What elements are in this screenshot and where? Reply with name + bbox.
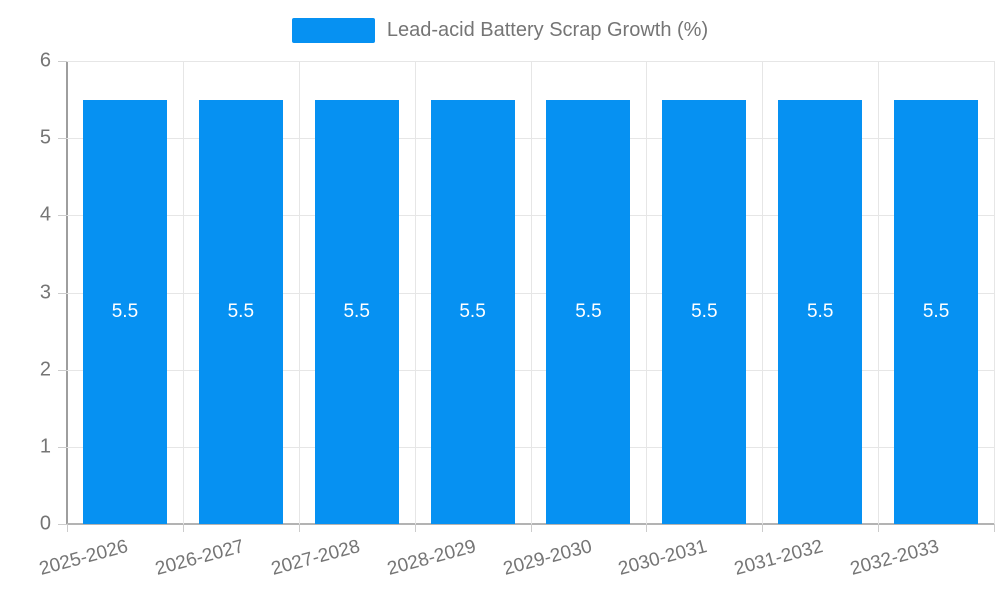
gridline-vertical bbox=[182, 61, 184, 524]
x-tick-mark bbox=[182, 524, 184, 532]
x-tick-label: 2032-2033 bbox=[848, 536, 942, 580]
y-tick-mark bbox=[58, 446, 67, 448]
y-tick-label: 1 bbox=[39, 435, 51, 458]
legend: Lead-acid Battery Scrap Growth (%) bbox=[0, 18, 1000, 43]
gridline-vertical bbox=[414, 61, 416, 524]
gridline-vertical bbox=[646, 61, 648, 524]
bar-2026-2027[interactable]: 5.5 bbox=[198, 99, 283, 524]
bar-value-label: 5.5 bbox=[459, 300, 486, 322]
gridline-vertical bbox=[298, 61, 300, 524]
x-tick-label: 2031-2032 bbox=[732, 536, 826, 580]
legend-item[interactable]: Lead-acid Battery Scrap Growth (%) bbox=[291, 18, 709, 43]
gridline-vertical bbox=[530, 61, 532, 524]
y-tick-label: 6 bbox=[39, 49, 51, 72]
legend-swatch bbox=[291, 18, 375, 43]
bar-2030-2031[interactable]: 5.5 bbox=[662, 99, 747, 524]
bar-2032-2033[interactable]: 5.5 bbox=[894, 99, 979, 524]
bar-2029-2030[interactable]: 5.5 bbox=[546, 99, 631, 524]
y-tick-label: 4 bbox=[39, 203, 51, 226]
x-tick-label: 2030-2031 bbox=[616, 536, 710, 580]
y-tick-mark bbox=[58, 524, 67, 525]
x-tick-mark bbox=[67, 524, 68, 532]
bar-value-label: 5.5 bbox=[227, 300, 255, 322]
y-tick-label: 5 bbox=[39, 126, 51, 149]
bar-value-label: 5.5 bbox=[343, 300, 370, 322]
y-tick-label: 3 bbox=[39, 281, 51, 303]
bar-value-label: 5.5 bbox=[691, 300, 718, 322]
x-tick-mark bbox=[646, 524, 648, 532]
gridline-vertical bbox=[994, 61, 995, 524]
y-tick-mark bbox=[58, 292, 67, 294]
bar-value-label: 5.5 bbox=[575, 300, 602, 322]
y-tick-mark bbox=[58, 369, 67, 371]
chart-title: Lead-acid Battery Scrap Growth (%) bbox=[386, 19, 709, 41]
y-tick-mark bbox=[58, 215, 67, 217]
gridline-vertical bbox=[878, 61, 880, 524]
bar-2028-2029[interactable]: 5.5 bbox=[430, 99, 515, 524]
x-tick-mark bbox=[878, 524, 880, 532]
y-tick-mark bbox=[58, 61, 67, 62]
bar-value-label: 5.5 bbox=[111, 300, 139, 322]
x-tick-label: 2029-2030 bbox=[500, 536, 594, 580]
bar-value-label: 5.5 bbox=[806, 300, 834, 322]
plot-area: 5.5 5.5 5.5 5.5 5.5 5.5 5.5 5.5 bbox=[66, 61, 995, 525]
x-tick-mark bbox=[414, 524, 416, 532]
bar-2025-2026[interactable]: 5.5 bbox=[82, 99, 167, 524]
x-tick-label: 2028-2029 bbox=[384, 536, 478, 580]
bar-2027-2028[interactable]: 5.5 bbox=[314, 99, 399, 524]
x-tick-label: 2026-2027 bbox=[153, 536, 247, 580]
y-tick-label: 2 bbox=[39, 358, 51, 381]
x-tick-label: 2025-2026 bbox=[37, 536, 131, 580]
x-tick-mark bbox=[762, 524, 764, 532]
bar-2031-2032[interactable]: 5.5 bbox=[778, 99, 863, 524]
x-tick-mark bbox=[298, 524, 300, 532]
gridline-vertical bbox=[762, 61, 764, 524]
x-tick-label: 2027-2028 bbox=[268, 536, 363, 580]
bar-value-label: 5.5 bbox=[922, 300, 950, 322]
y-tick-mark bbox=[58, 138, 67, 140]
x-tick-mark bbox=[994, 524, 995, 532]
y-tick-label: 0 bbox=[39, 512, 51, 535]
x-tick-mark bbox=[530, 524, 532, 532]
